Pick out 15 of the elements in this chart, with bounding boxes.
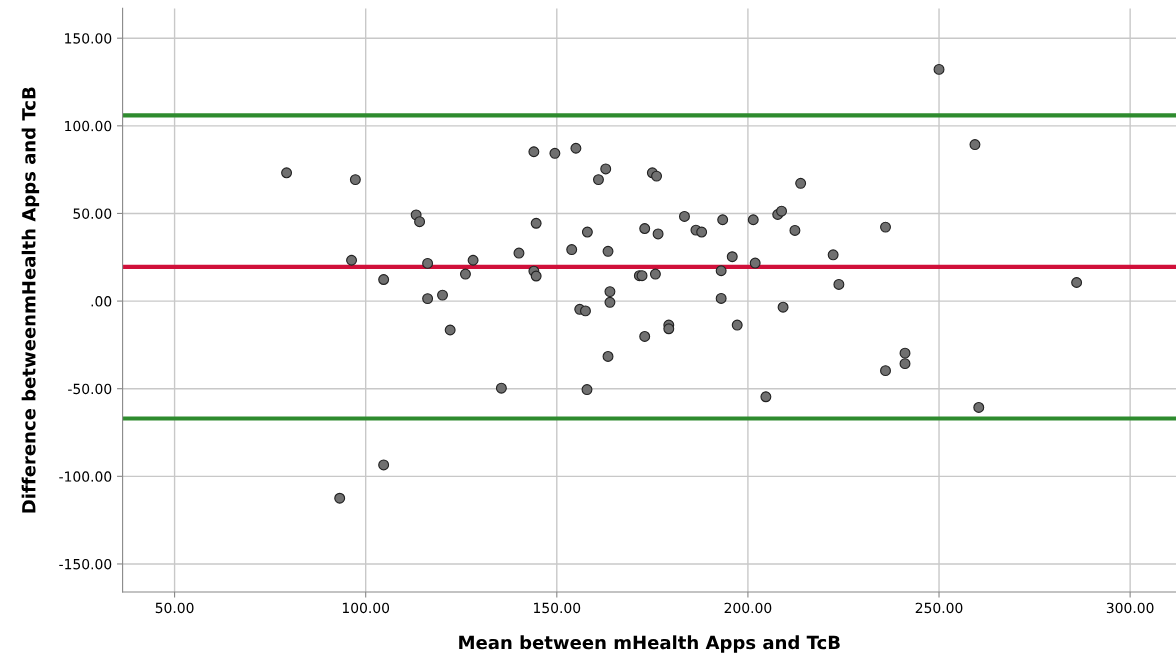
y-tick-label: 150.00	[65, 33, 112, 44]
y-tick-label: 50.00	[73, 208, 112, 219]
y-tick-label: .00	[91, 296, 112, 307]
x-tick-label: 250.00	[915, 602, 963, 614]
x-axis-title: Mean between mHealth Apps and TcB	[459, 635, 840, 653]
y-tick-label: 100.00	[65, 120, 112, 132]
x-tick-label: 200.00	[724, 602, 772, 614]
x-tick-label: 50.00	[155, 602, 194, 614]
x-tick-label: 100.00	[342, 602, 390, 614]
y-tick-label: -150.00	[59, 558, 112, 570]
y-axis-title: Difference betweenmHealth Apps and TcB	[21, 87, 40, 513]
x-tick-label: 150.00	[534, 602, 581, 614]
y-tick-label: -100.00	[59, 471, 112, 482]
y-tick-label: -50.00	[68, 383, 112, 395]
x-tick-label: 300.00	[1106, 602, 1154, 614]
